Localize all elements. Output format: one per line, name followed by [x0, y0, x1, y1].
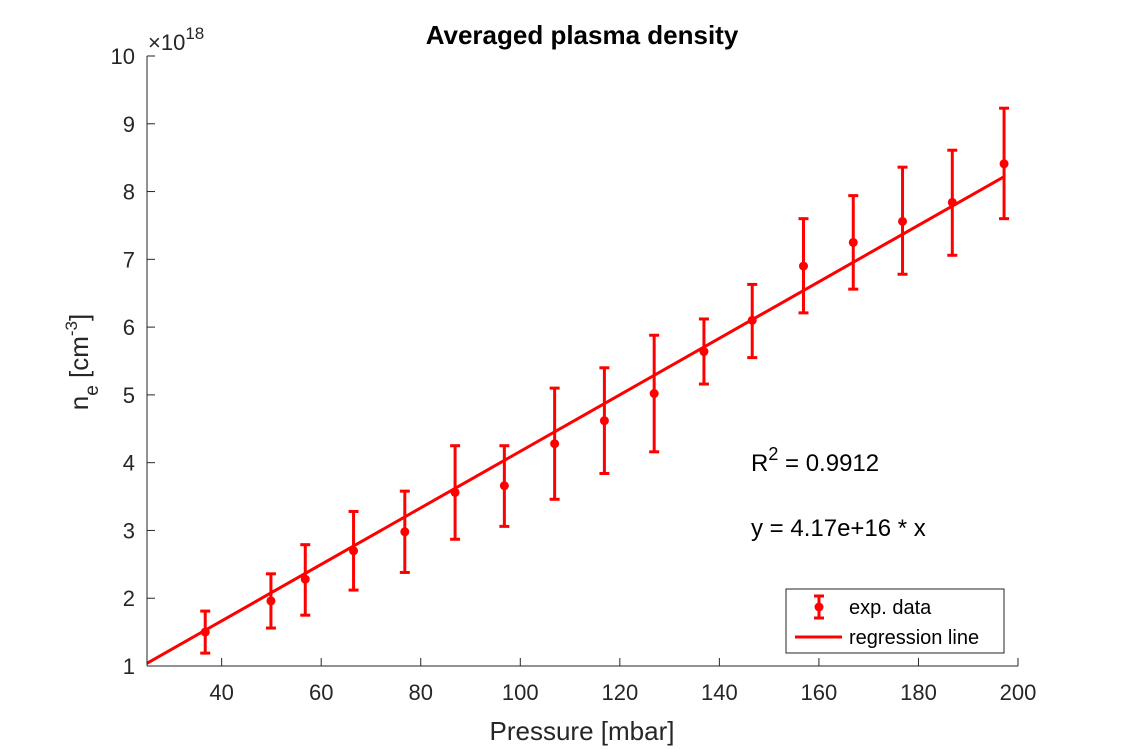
chart-title: Averaged plasma density: [426, 20, 739, 50]
y-tick-label: 5: [123, 383, 135, 408]
data-point: [649, 389, 659, 399]
legend-label-regression-line: regression line: [849, 627, 979, 649]
y-exponent-label: ×1018: [148, 24, 204, 55]
y-tick-label: 8: [123, 180, 135, 205]
y-tick-label: 7: [123, 247, 135, 272]
plot-background: [147, 56, 1018, 666]
data-point: [848, 237, 858, 247]
x-tick-label: 180: [900, 680, 937, 705]
r-squared-annotation: R2 = 0.9912: [751, 444, 879, 477]
axes-layer: 40 60 80 100 120 140 160 180 200 1 2 3 4 5 6 7 8 9 10: [111, 44, 1037, 705]
x-tick-label: 40: [209, 680, 233, 705]
y-tick-label: 2: [123, 586, 135, 611]
data-point: [999, 159, 1009, 169]
y-tick-label: 6: [123, 315, 135, 340]
y-tick-label: 3: [123, 518, 135, 543]
x-tick-label: 80: [409, 680, 433, 705]
x-tick-label: 60: [309, 680, 333, 705]
x-tick-label: 140: [701, 680, 738, 705]
plot-area: [147, 56, 1018, 666]
data-point: [266, 596, 276, 606]
data-point: [450, 487, 460, 497]
data-point: [300, 574, 310, 584]
x-axis-label: Pressure [mbar]: [490, 716, 675, 746]
x-tick-label: 160: [801, 680, 838, 705]
data-point: [499, 481, 509, 491]
y-tick-label: 9: [123, 112, 135, 137]
x-tick-label: 100: [502, 680, 539, 705]
legend-data-marker: [814, 602, 824, 612]
data-point: [947, 197, 957, 207]
data-point: [699, 347, 709, 357]
y-tick-label: 1: [123, 654, 135, 679]
data-point: [550, 439, 560, 449]
y-axis-label: ne [cm-3]: [62, 314, 103, 411]
x-tick-label: 120: [601, 680, 638, 705]
data-point: [400, 527, 410, 537]
legend-label-exp-data: exp. data: [849, 597, 932, 619]
y-tick-label: 10: [111, 44, 135, 69]
legend: exp. data regression line: [785, 588, 1005, 654]
data-point: [349, 546, 359, 556]
legend-box: [785, 588, 1005, 654]
x-tick-label: 200: [1000, 680, 1037, 705]
series-layer: [146, 106, 1010, 665]
regression-line: [146, 175, 1005, 665]
regression-equation-annotation: y = 4.17e+16 * x: [751, 515, 926, 542]
data-point: [898, 216, 908, 226]
data-point: [200, 627, 210, 637]
data-point: [798, 261, 808, 271]
y-tick-label: 4: [123, 451, 135, 476]
data-point: [599, 416, 609, 426]
data-point: [747, 315, 757, 325]
